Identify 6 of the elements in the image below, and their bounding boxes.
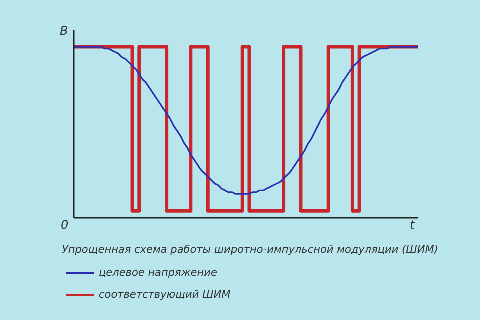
legend-label: целевое напряжение bbox=[99, 267, 218, 279]
y-axis-title: В bbox=[60, 24, 68, 38]
legend-label: соответствующий ШИМ bbox=[99, 289, 231, 301]
x-axis-title: t bbox=[410, 218, 415, 232]
text: 0 bbox=[61, 218, 69, 232]
text: Упрощенная схема работы широтно-импульсной модуляции (ШИМ) bbox=[62, 244, 438, 256]
